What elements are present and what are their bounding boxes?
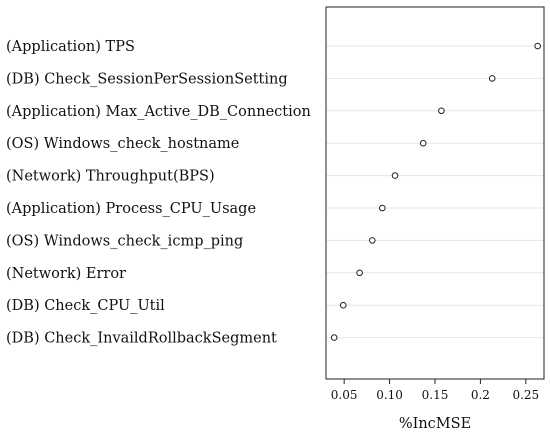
category-label: (DB) Check_SessionPerSessionSetting xyxy=(6,71,288,87)
category-label: (DB) Check_InvaildRollbackSegment xyxy=(6,331,277,347)
data-point xyxy=(488,75,496,82)
x-tick-label: 0.2 xyxy=(471,388,490,402)
x-tick-label: 0.05 xyxy=(331,388,358,402)
x-tick-label: 0.25 xyxy=(512,388,539,402)
x-axis-title: %IncMSE xyxy=(399,416,471,432)
data-point xyxy=(339,301,347,309)
data-point xyxy=(330,334,338,341)
category-label: (Network) Error xyxy=(6,266,126,282)
category-label: (OS) Windows_check_icmp_ping xyxy=(6,233,243,249)
data-point xyxy=(534,42,541,50)
data-point xyxy=(369,237,376,244)
data-point xyxy=(419,139,427,147)
data-points xyxy=(330,42,541,341)
category-label: (Application) TPS xyxy=(6,39,135,55)
category-label: (Network) Throughput(BPS) xyxy=(6,169,215,185)
data-point xyxy=(391,172,399,179)
x-axis-ticks: 0.05 0.10 0.15 0.2 0.25 xyxy=(331,379,539,402)
category-label: (Application) Max_Active_DB_Connection xyxy=(6,104,311,120)
data-point xyxy=(356,269,363,277)
data-point xyxy=(379,204,386,212)
gridlines xyxy=(326,45,544,339)
x-tick-label: 0.15 xyxy=(422,388,449,402)
category-labels: (Application) TPS (DB) Check_SessionPerSe… xyxy=(6,39,311,347)
x-tick-label: 0.10 xyxy=(376,388,403,402)
plot-frame xyxy=(325,6,545,380)
data-point xyxy=(438,107,445,115)
category-label: (OS) Windows_check_hostname xyxy=(6,136,239,152)
category-label: (Application) Process_CPU_Usage xyxy=(6,201,256,217)
category-label: (DB) Check_CPU_Util xyxy=(6,298,165,314)
